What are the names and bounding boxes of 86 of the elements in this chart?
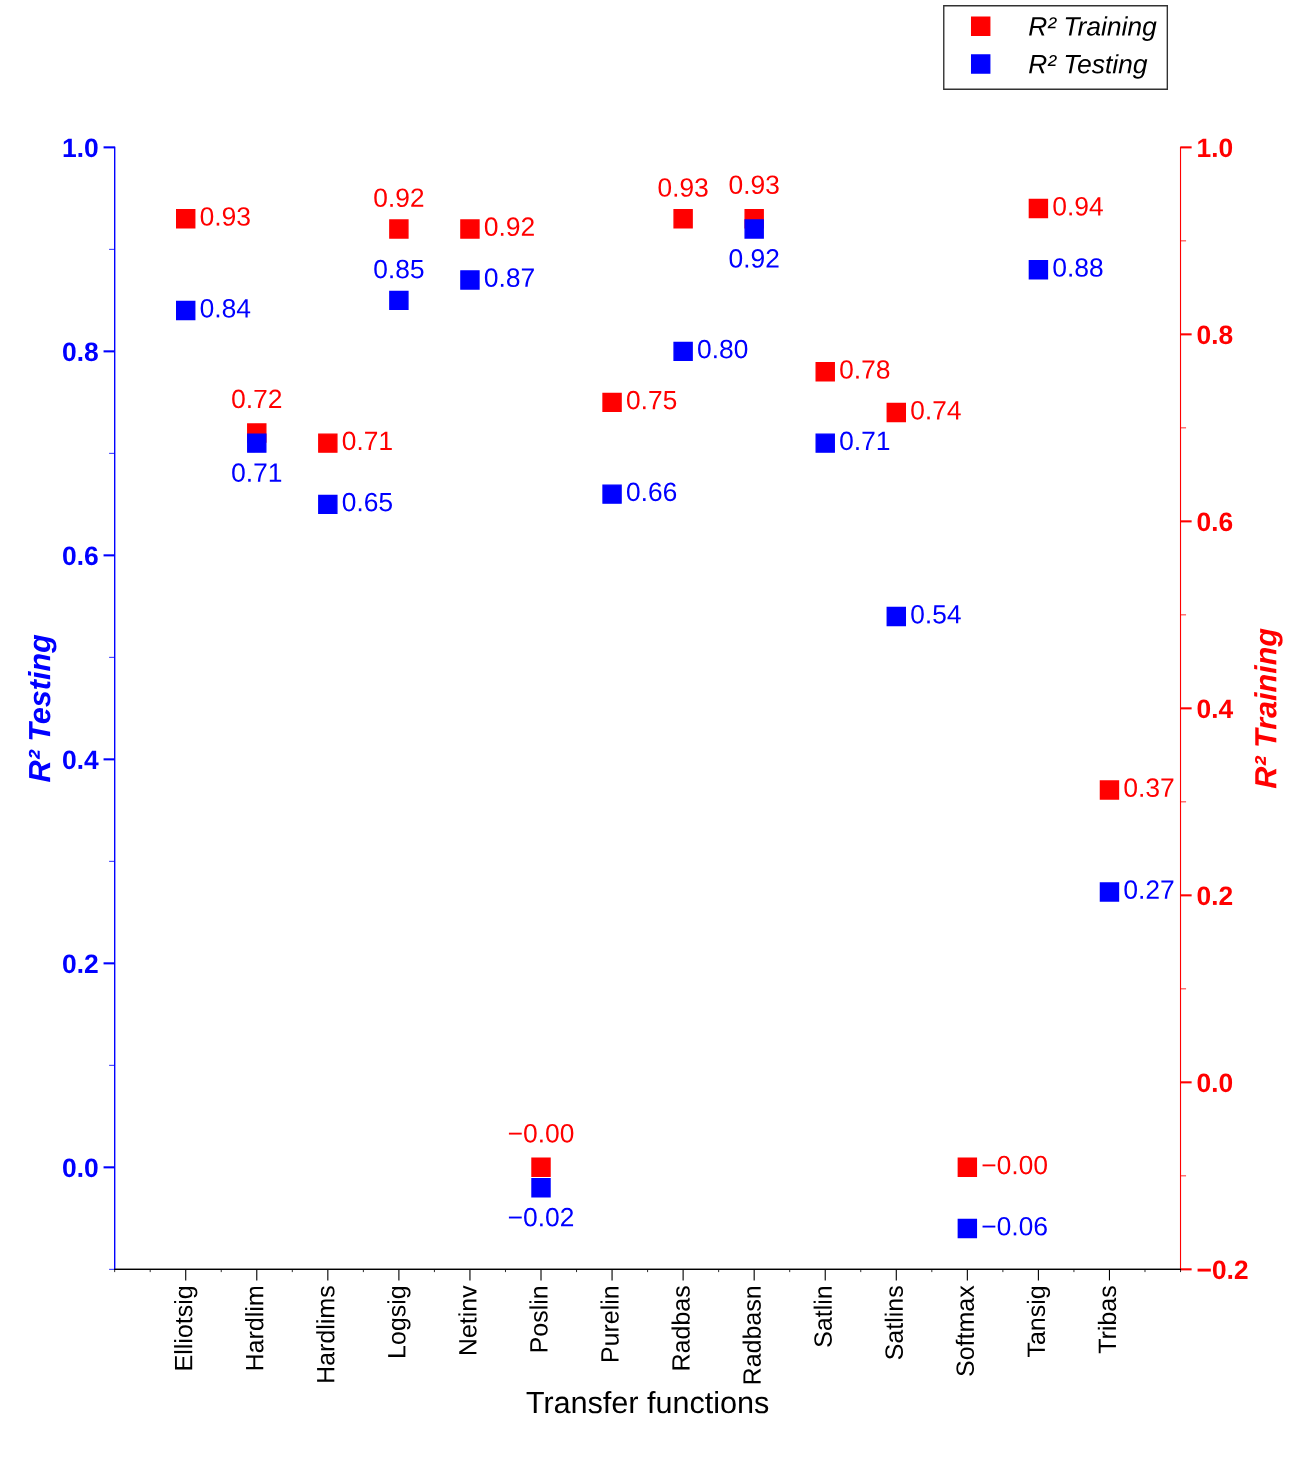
data-label: 0.37 [1124, 778, 1174, 798]
x-tick-label: Purelin [600, 1286, 619, 1362]
point [957, 1218, 978, 1239]
y-tick-label: 0.4 [63, 750, 99, 770]
point [602, 484, 622, 504]
data-label: −0.00 [982, 1155, 1047, 1175]
y2-tick-label: −0.2 [1197, 1260, 1248, 1280]
y-tick-label: 0.6 [63, 546, 98, 566]
y-axis-title: R² Testing [27, 634, 57, 782]
y2-tick-label: 1.0 [1198, 138, 1233, 158]
x-tick-label: Poslin [529, 1286, 548, 1352]
point [886, 402, 907, 423]
point [1099, 780, 1120, 800]
x-tick-label: Tansig [1026, 1286, 1051, 1357]
point [389, 219, 409, 239]
legend-label: R² Testing [1029, 54, 1148, 79]
point [389, 290, 409, 311]
point [744, 219, 764, 239]
point [815, 362, 835, 382]
y2-tick-label: 0.8 [1197, 325, 1233, 345]
point [175, 209, 196, 229]
data-label: 0.85 [374, 259, 424, 279]
point [957, 1157, 978, 1178]
y2-tick-label: 0.2 [1197, 886, 1233, 906]
point [886, 606, 907, 627]
legend-label: R² Training [1029, 16, 1157, 41]
point [247, 433, 267, 453]
y2-axis-title: R² Training [1254, 628, 1283, 789]
data-label: 0.78 [840, 360, 890, 379]
x-tick-label: Satlins [884, 1286, 903, 1360]
data-label: 0.92 [729, 249, 779, 268]
x-tick-label: Logsig [387, 1286, 411, 1357]
data-label: −0.02 [508, 1207, 574, 1227]
data-label: 0.65 [342, 492, 392, 512]
point [673, 209, 693, 229]
data-label: 0.93 [658, 178, 708, 197]
data-label: 0.71 [840, 431, 890, 451]
point [1028, 260, 1049, 280]
data-label: 0.66 [626, 482, 677, 502]
point [1099, 882, 1120, 902]
point [318, 433, 338, 453]
data-label: 0.84 [200, 298, 251, 318]
data-label: 0.75 [626, 390, 677, 410]
point [1028, 198, 1049, 219]
x-tick-label: Softmax [955, 1285, 975, 1376]
y2-tick-label: 0.4 [1197, 699, 1234, 719]
y2-tick-label: 0.0 [1197, 1073, 1233, 1093]
y-tick-label: 0.2 [63, 954, 98, 974]
data-label: 0.71 [232, 463, 282, 482]
point [175, 300, 196, 321]
x-tick-label: Hardlims [316, 1286, 335, 1382]
y-tick-label: 0.0 [63, 1158, 98, 1178]
point [673, 341, 693, 362]
x-tick-label: Tribas [1097, 1286, 1117, 1354]
data-label: 0.93 [200, 207, 250, 226]
y2-tick-label: 0.6 [1197, 512, 1233, 532]
point [531, 1157, 551, 1178]
data-label: −0.00 [508, 1123, 574, 1143]
data-label: 0.54 [911, 604, 961, 624]
point [318, 494, 338, 515]
data-label: 0.80 [698, 339, 748, 359]
data-label: 0.74 [911, 400, 961, 420]
x-axis-title: Transfer functions [526, 1390, 769, 1414]
x-tick-label: Hardlim [245, 1286, 264, 1370]
data-label: 0.27 [1124, 880, 1174, 900]
data-label: −0.06 [982, 1216, 1047, 1236]
x-tick-label: Radbas [671, 1286, 690, 1370]
point [815, 433, 835, 453]
x-tick-label: Satlin [813, 1286, 832, 1347]
data-label: 0.88 [1053, 258, 1103, 277]
data-label: 0.93 [729, 175, 779, 195]
data-label: 0.71 [342, 431, 392, 451]
point [460, 270, 480, 290]
point [460, 219, 480, 239]
y-tick-label: 1.0 [63, 138, 98, 158]
x-tick-label: Elliotsig [174, 1286, 198, 1370]
point [531, 1178, 551, 1198]
y-tick-label: 0.8 [63, 342, 98, 362]
point [602, 392, 622, 413]
data-label: 0.94 [1053, 196, 1103, 216]
x-tick-label: Radbasn [742, 1286, 761, 1384]
x-tick-label: Netinv [458, 1285, 477, 1355]
data-label: 0.92 [484, 217, 534, 237]
data-label: 0.87 [484, 268, 534, 288]
data-label: 0.92 [374, 188, 424, 208]
data-label: 0.72 [232, 389, 282, 409]
